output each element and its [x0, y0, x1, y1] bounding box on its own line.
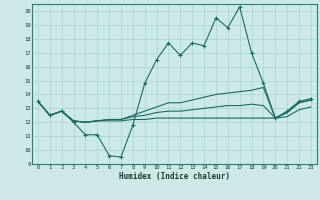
X-axis label: Humidex (Indice chaleur): Humidex (Indice chaleur)	[119, 172, 230, 181]
